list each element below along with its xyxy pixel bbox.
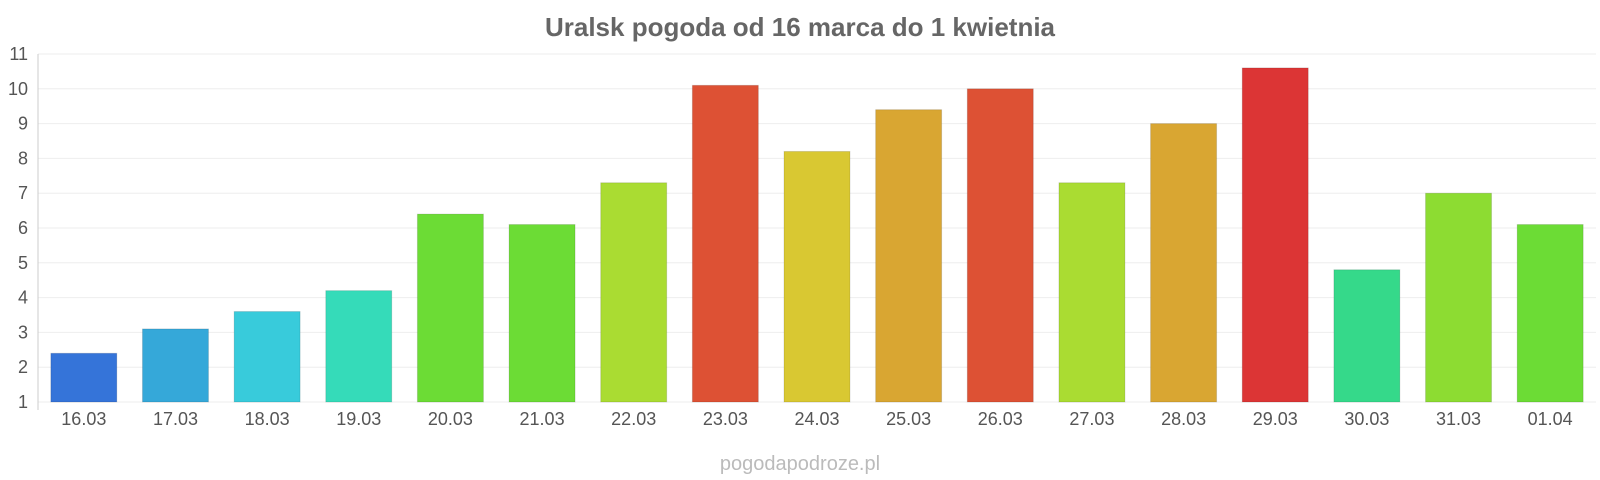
y-tick-label: 11 (9, 44, 28, 64)
bar-18.03 (233, 311, 301, 403)
bar-28.03 (1150, 123, 1218, 403)
x-tick-label: 20.03 (428, 409, 473, 429)
bar-30.03 (1333, 269, 1401, 403)
x-tick-label: 18.03 (245, 409, 290, 429)
x-tick-label: 24.03 (794, 409, 839, 429)
x-axis: 16.03 17.03 18.03 19.03 20.03 21.03 22.03 23.03… (61, 409, 1572, 429)
bar-17.03 (141, 328, 209, 403)
x-tick-label: 23.03 (703, 409, 748, 429)
bar-21.03 (508, 224, 576, 403)
y-tick-label: 1 (18, 392, 28, 412)
y-tick-label: 4 (18, 288, 28, 308)
bar-25.03 (875, 109, 943, 403)
x-tick-label: 22.03 (611, 409, 656, 429)
y-tick-label: 10 (8, 79, 28, 99)
watermark: pogodapodroze.pl (720, 453, 880, 475)
x-tick-label: 19.03 (336, 409, 381, 429)
y-tick-label: 2 (18, 357, 28, 377)
y-tick-label: 5 (18, 253, 28, 273)
bar-24.03 (783, 150, 851, 403)
y-tick-label: 8 (18, 148, 28, 168)
y-tick-label: 7 (18, 183, 28, 203)
x-tick-label: 01.04 (1528, 409, 1573, 429)
x-tick-label: 27.03 (1069, 409, 1114, 429)
x-tick-label: 16.03 (61, 409, 106, 429)
bar-27.03 (1058, 182, 1126, 403)
bar-19.03 (325, 290, 393, 403)
x-tick-label: 21.03 (520, 409, 565, 429)
bar-29.03 (1241, 67, 1309, 403)
x-tick-label: 31.03 (1436, 409, 1481, 429)
x-tick-label: 17.03 (153, 409, 198, 429)
x-tick-label: 29.03 (1253, 409, 1298, 429)
y-tick-label: 6 (18, 218, 28, 238)
x-tick-label: 30.03 (1344, 409, 1389, 429)
x-tick-label: 28.03 (1161, 409, 1206, 429)
chart-title: Uralsk pogoda od 16 marca do 1 kwietnia (545, 12, 1056, 42)
bar-22.03 (600, 182, 668, 403)
bar-23.03 (691, 84, 759, 403)
x-tick-label: 25.03 (886, 409, 931, 429)
y-tick-label: 9 (18, 114, 28, 134)
bar-26.03 (966, 88, 1034, 403)
y-tick-label: 3 (18, 322, 28, 342)
bar-01.04 (1516, 224, 1584, 403)
y-axis: 1 2 3 4 5 6 7 8 9 10 11 (8, 44, 39, 412)
bars (50, 67, 1584, 403)
x-tick-label: 26.03 (978, 409, 1023, 429)
bar-16.03 (50, 352, 118, 403)
bar-20.03 (416, 213, 484, 403)
bar-31.03 (1425, 192, 1493, 403)
